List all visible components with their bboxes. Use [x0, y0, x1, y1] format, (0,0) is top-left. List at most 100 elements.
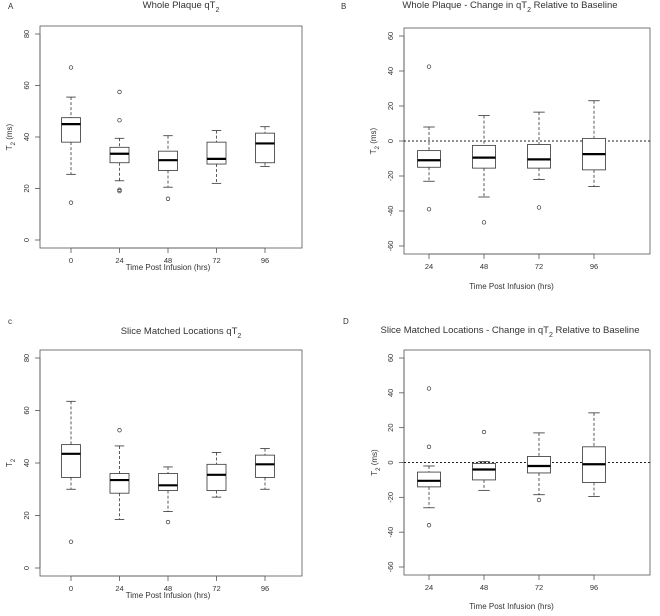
- chart-title: Slice Matched Locations qT2: [121, 326, 242, 340]
- iqr-box: [61, 444, 81, 478]
- chart-title-subscript: 2: [549, 332, 553, 339]
- chart-title-suffix: Relative to Baseline: [553, 325, 640, 336]
- outlier-point: [536, 205, 542, 210]
- y-axis-label-subscript: 2: [375, 145, 381, 149]
- box-plot-96: [255, 126, 275, 168]
- x-axis-label: Time Post Infusion (hrs): [126, 263, 211, 272]
- y-tick-label: 20: [22, 184, 31, 192]
- y-tick-label: 0: [22, 238, 31, 242]
- y-tick-label: 0: [22, 566, 31, 570]
- y-axis-label-text: T: [370, 471, 379, 476]
- box-plot-72: [527, 432, 551, 503]
- plot-frame: [39, 349, 303, 577]
- outlier-point: [536, 497, 542, 503]
- outlier-point: [426, 207, 432, 212]
- y-tick-label: 40: [22, 133, 31, 141]
- y-tick-label: 0: [386, 460, 395, 464]
- panel-letter: c: [8, 317, 12, 326]
- x-tick-label: 24: [425, 583, 433, 592]
- panel-letter: B: [341, 2, 346, 11]
- y-tick-label: -40: [386, 206, 395, 217]
- box-plot-24: [109, 428, 130, 520]
- iqr-box: [417, 150, 441, 168]
- box-plot-48: [472, 115, 496, 225]
- y-axis-label-text: T: [5, 145, 14, 150]
- x-axis-label: Time Post Infusion (hrs): [469, 602, 554, 611]
- y-axis-label-subscript: 2: [11, 141, 17, 145]
- box-plot-72: [206, 452, 227, 498]
- plot-frame: [39, 25, 303, 249]
- box-plot-96: [582, 412, 606, 497]
- iqr-box: [158, 473, 178, 491]
- x-tick-label: 48: [480, 583, 488, 592]
- x-tick-label: 96: [590, 262, 598, 271]
- outlier-point: [426, 386, 432, 391]
- outlier-point: [68, 65, 74, 70]
- y-tick-label: 20: [386, 423, 395, 431]
- y-axis-label: T2 (ms): [5, 123, 17, 150]
- y-tick-label: 20: [22, 511, 31, 519]
- y-tick-label: -40: [386, 527, 395, 538]
- panel-letter: D: [343, 317, 349, 326]
- y-axis-label-unit: (ms): [5, 123, 14, 142]
- iqr-box: [109, 473, 130, 494]
- chart-title-text: Slice Matched Locations - Change in qT: [381, 325, 550, 336]
- chart-title-suffix: Relative to Baseline: [531, 0, 618, 11]
- y-tick-label: 80: [22, 354, 31, 362]
- x-axis-label: Time Post Infusion (hrs): [126, 591, 211, 600]
- iqr-box: [417, 471, 441, 488]
- y-axis-label: T2 (ms): [369, 127, 381, 154]
- x-tick-label: 24: [115, 256, 123, 265]
- x-tick-label: 48: [164, 256, 172, 265]
- y-tick-label: 80: [22, 30, 31, 38]
- x-tick-label: 72: [212, 256, 220, 265]
- iqr-box: [255, 132, 275, 164]
- outlier-point: [68, 539, 74, 544]
- outlier-point: [117, 89, 122, 95]
- box-plot-96: [582, 100, 606, 187]
- box-plot-48: [158, 466, 178, 525]
- y-axis-label: T2 (ms): [370, 449, 382, 476]
- chart-title-subscript: 2: [215, 7, 219, 14]
- panel-b: B Whole Plaque - Change in qT2 Relative t…: [341, 0, 651, 291]
- y-axis-label-subscript: 2: [376, 467, 382, 471]
- iqr-box: [527, 144, 551, 169]
- y-axis-label-text: T: [5, 462, 14, 467]
- x-tick-label: 72: [535, 583, 543, 592]
- y-axis-label-unit: (ms): [369, 127, 378, 146]
- chart-title-text: Slice Matched Locations qT: [121, 326, 238, 337]
- chart-title: Whole Plaque - Change in qT2 Relative to…: [402, 0, 617, 14]
- y-tick-label: 60: [386, 32, 395, 40]
- outlier-point: [426, 64, 432, 69]
- outlier-point: [165, 519, 171, 525]
- box-plot-48: [472, 429, 496, 491]
- chart-title-text: Whole Plaque - Change in qT: [402, 0, 527, 11]
- outlier-point: [117, 428, 122, 433]
- outlier-point: [481, 220, 487, 225]
- box-plot-0: [61, 400, 81, 544]
- x-tick-label: 96: [261, 256, 269, 265]
- y-tick-label: 0: [386, 139, 395, 143]
- y-tick-label: 60: [22, 406, 31, 414]
- outlier-point: [426, 523, 432, 528]
- outlier-point: [481, 429, 487, 435]
- iqr-box: [206, 463, 227, 491]
- chart-title: Whole Plaque qT2: [143, 0, 220, 14]
- x-tick-label: 72: [212, 584, 220, 593]
- outlier-point: [68, 200, 74, 205]
- outlier-point: [165, 196, 171, 201]
- outlier-point: [117, 187, 122, 192]
- iqr-box: [109, 146, 130, 164]
- x-tick-label: 0: [69, 256, 73, 265]
- iqr-box: [61, 117, 81, 143]
- chart-title: Slice Matched Locations - Change in qT2 …: [381, 325, 640, 339]
- box-plot-96: [255, 448, 275, 490]
- box-plot-72: [206, 130, 227, 184]
- x-tick-label: 48: [164, 584, 172, 593]
- chart-title-subscript: 2: [527, 7, 531, 14]
- outlier-point: [117, 188, 122, 194]
- y-tick-label: 40: [386, 67, 395, 75]
- iqr-box: [527, 456, 551, 474]
